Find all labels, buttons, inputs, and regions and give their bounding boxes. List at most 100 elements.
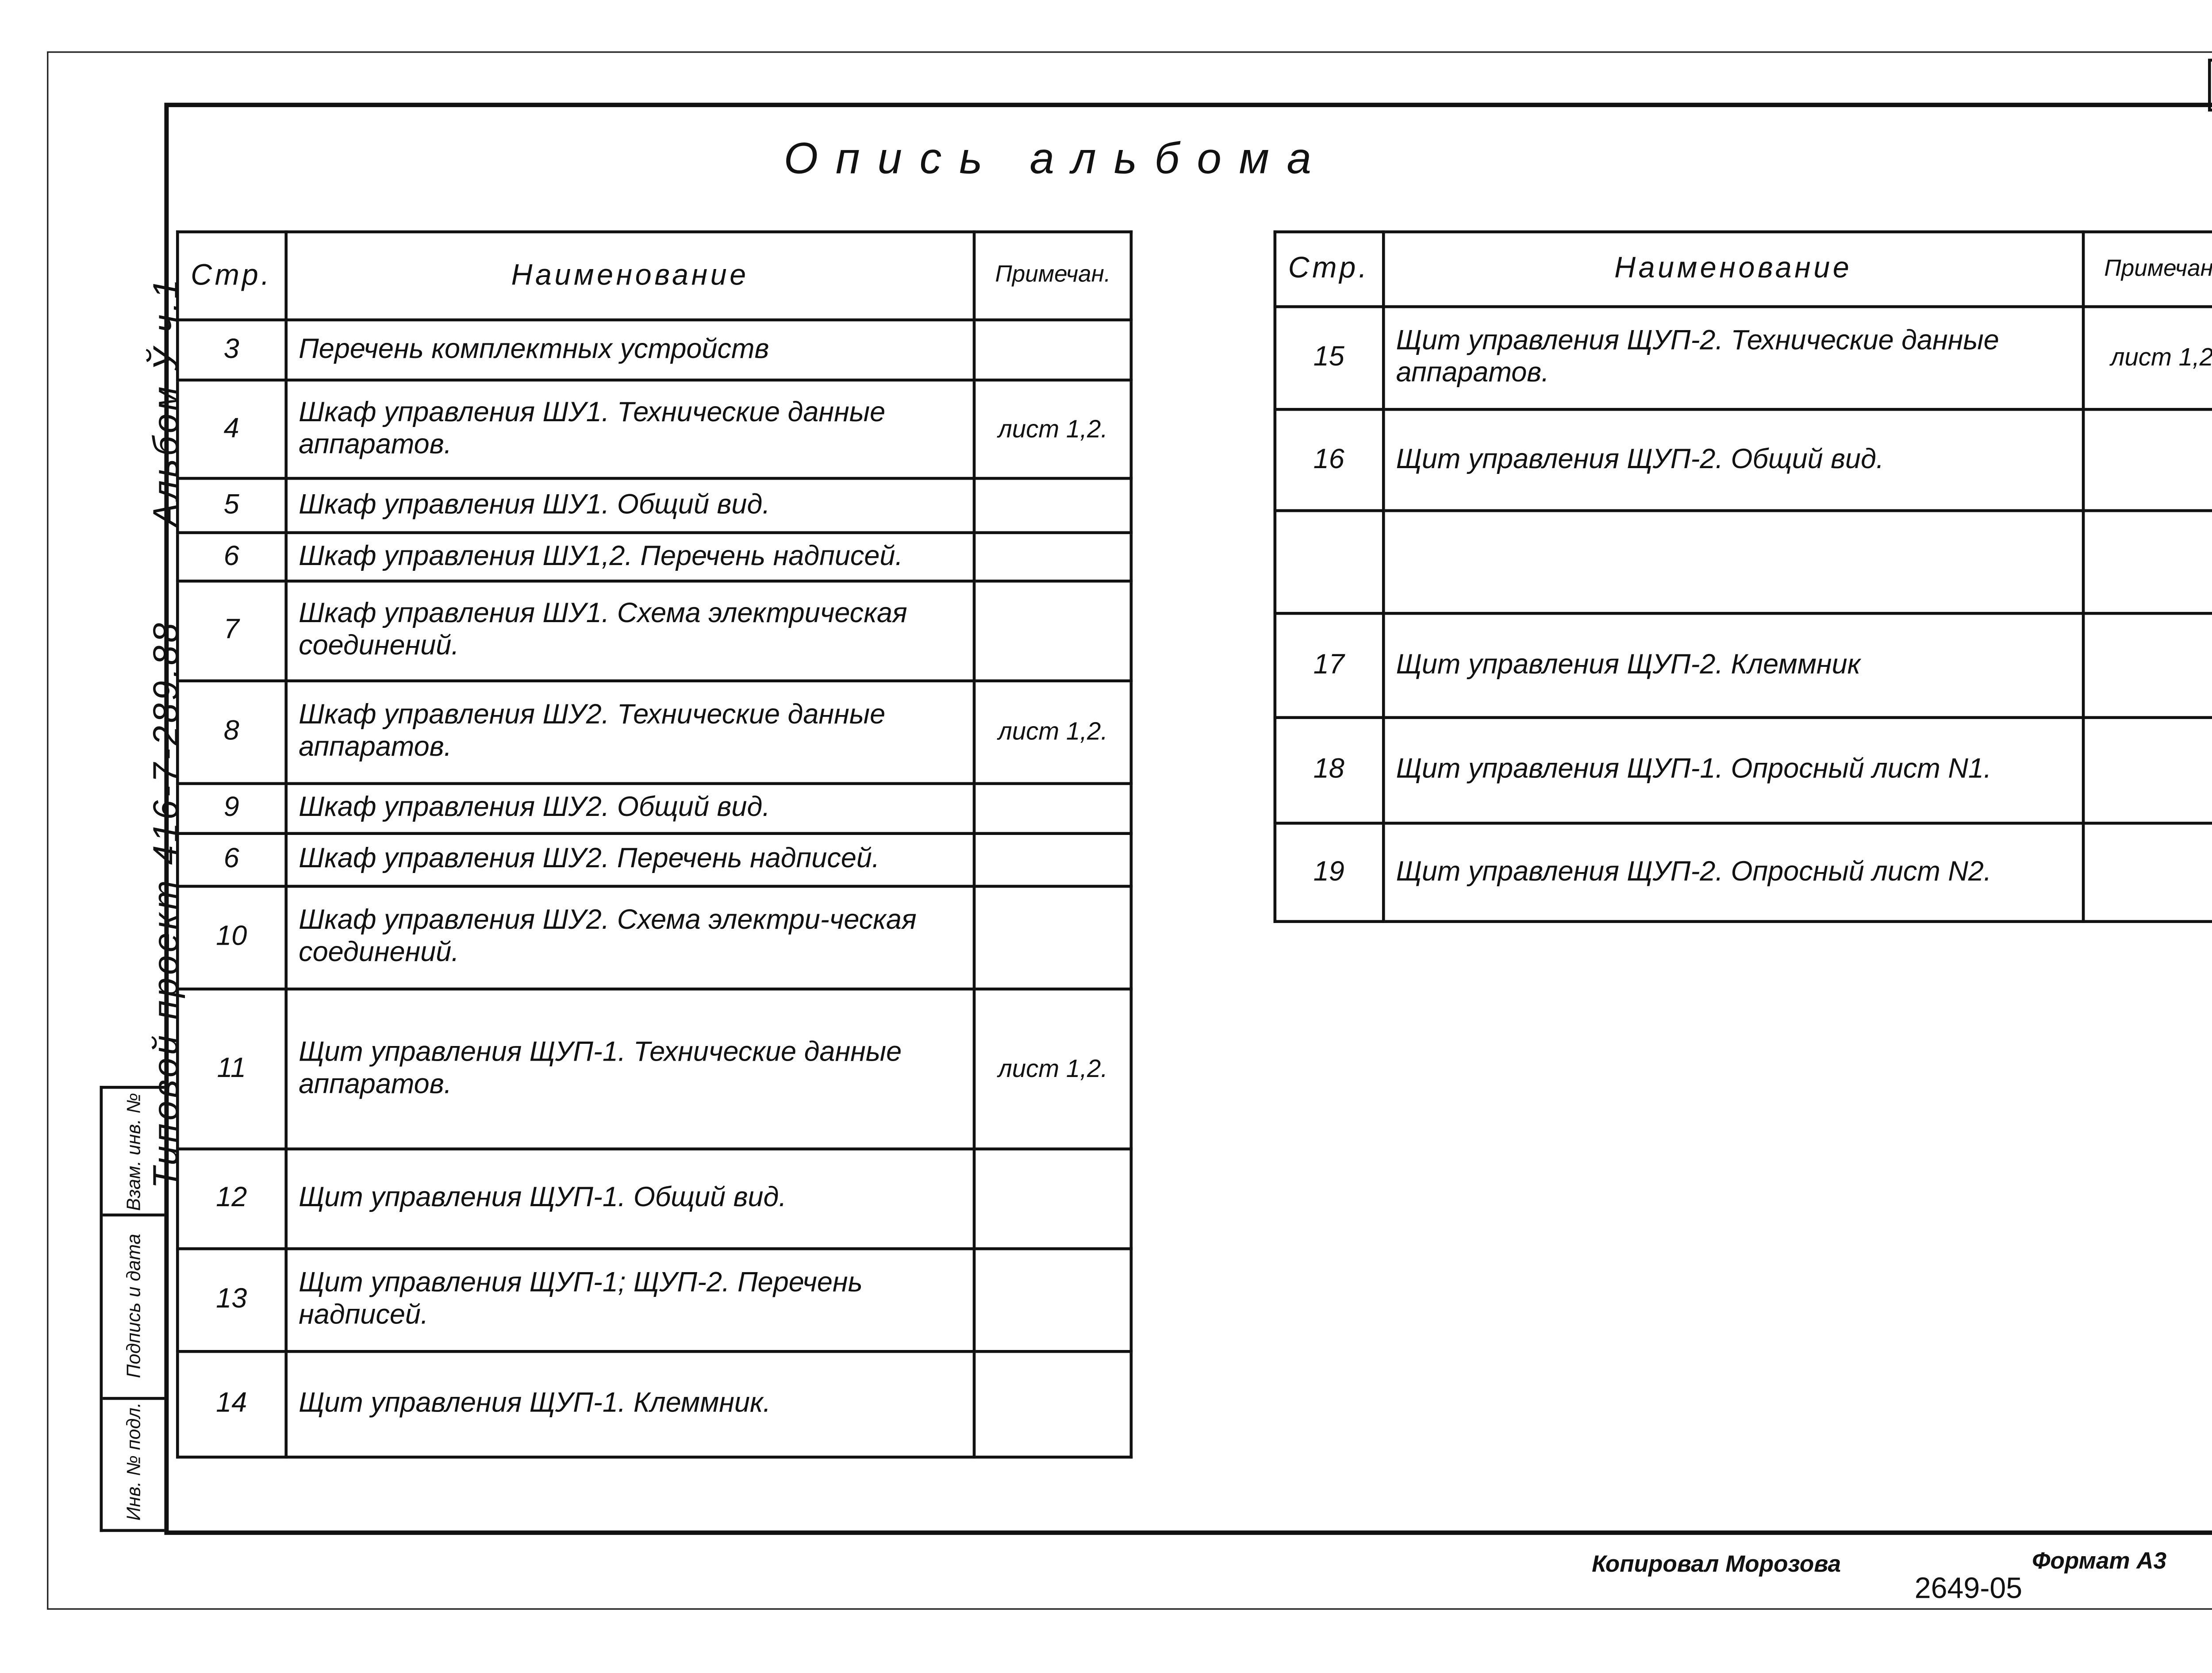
cell-note: лист 1,2 [2082, 305, 2212, 411]
stamp-cell: Подпись и дата [103, 1214, 165, 1400]
table-row: 7 Шкаф управления ШУ1. Схема электрическа… [176, 579, 1133, 683]
table-row: 13 Щит управления ЩУП-1; ЩУП-2. Перечень … [176, 1247, 1133, 1353]
sheet-format: Формат А3 [2032, 1550, 2167, 1575]
table-row: 6 Шкаф управления ШУ1,2. Перечень надписе… [176, 531, 1133, 583]
cell-page: 8 [176, 679, 287, 785]
table-row: 3 Перечень комплектных устройств [176, 318, 1133, 382]
cell-note: лист 1,2. [973, 679, 1133, 785]
cell-name: Шкаф управления ШУ2. Схема электри-ческа… [284, 885, 976, 991]
cell-name: Шкаф управления ШУ2. Общий вид. [284, 782, 976, 835]
left-contents-table: Стр. Наименование Примечан. 3 Перечень компл… [176, 230, 1133, 1459]
cell-note [2082, 716, 2212, 825]
table-row: 15 Щит управления ЩУП-2. Технические данн… [1273, 305, 2212, 411]
cell-name: Шкаф управления ШУ1. Схема электрическая… [284, 579, 976, 683]
cell-page: 12 [176, 1147, 287, 1250]
cell-name: Щит управления ЩУП-1. Технические данные… [284, 987, 976, 1150]
cell-page: 3 [176, 318, 287, 382]
table-row: 9 Шкаф управления ШУ2. Общий вид. [176, 782, 1133, 835]
stamp-cell: Инв. № подл. [103, 1397, 164, 1526]
table-row: 10 Шкаф управления ШУ2. Схема электри-чес… [176, 885, 1133, 991]
cell-note [973, 832, 1133, 888]
cell-name: Щит управления ЩУП-2. Общий вид. [1381, 408, 2085, 512]
cell-page: 5 [176, 477, 287, 535]
cell-page: 15 [1273, 305, 1385, 411]
cell-note [973, 885, 1133, 991]
table-row: 14 Щит управления ЩУП-1. Клеммник. [176, 1350, 1133, 1459]
column-header-page: Стр. [1273, 230, 1385, 308]
cell-page: 11 [176, 987, 287, 1150]
cell-page: 10 [176, 885, 287, 991]
cell-name: Перечень комплектных устройств [284, 318, 976, 382]
cell-note [973, 579, 1133, 683]
stamp-label: Подпись и дата [122, 1233, 145, 1377]
table-row: 4 Шкаф управления ШУ1. Технические данные… [176, 378, 1133, 480]
cell-note [973, 477, 1133, 535]
cell-note [2082, 612, 2212, 719]
page-title: Опись альбома [783, 135, 1329, 184]
copied-by: Копировал Морозова [1592, 1552, 1841, 1578]
cell-name: Щит управления ЩУП-1. Клеммник. [284, 1350, 976, 1459]
cell-note [2082, 408, 2212, 512]
cell-name: Шкаф управления ШУ2. Технические данные … [284, 679, 976, 785]
cell-page: 9 [176, 782, 287, 835]
cell-name: Шкаф управления ШУ1. Технические данные … [284, 378, 976, 480]
outer-frame [47, 51, 2212, 1610]
cell-name: Шкаф управления ШУ1,2. Перечень надписей… [284, 531, 976, 583]
cell-page: 7 [176, 579, 287, 683]
cell-page: 6 [176, 832, 287, 888]
table-row: 8 Шкаф управления ШУ2. Технические данные… [176, 679, 1133, 785]
table-row: 16 Щит управления ЩУП-2. Общий вид. [1273, 408, 2212, 512]
table-row: 11 Щит управления ЩУП-1. Технические данн… [176, 987, 1133, 1150]
cell-page: 17 [1273, 612, 1385, 719]
cell-page: 19 [1273, 822, 1385, 923]
right-contents-table: Стр. Наименование Примечан. 15 Щит управлени… [1273, 230, 2212, 923]
column-header-name: Наименование [1381, 230, 2085, 308]
cell-name: Шкаф управления ШУ1. Общий вид. [284, 477, 976, 535]
header-row: Стр. Наименование Примечан. [176, 230, 1133, 322]
table-row: 19 Щит управления ЩУП-2. Опросный лист N2… [1273, 822, 2212, 923]
cell-page: 16 [1273, 408, 1385, 512]
table-row: 5 Шкаф управления ШУ1. Общий вид. [176, 477, 1133, 535]
cell-note [2082, 822, 2212, 923]
table-row [1273, 509, 2212, 615]
cell-note [973, 531, 1133, 583]
column-header-note: Примечан. [973, 230, 1133, 322]
cell-note [973, 318, 1133, 382]
cell-note [973, 1147, 1133, 1250]
column-header-page: Стр. [176, 230, 287, 322]
stamp-cell: Взам. инв. № [103, 1089, 165, 1217]
cell-name: Щит управления ЩУП-1. Общий вид. [284, 1147, 976, 1250]
table-row: 18 Щит управления ЩУП-1. Опросный лист N1… [1273, 716, 2212, 825]
cell-page: 6 [176, 531, 287, 583]
cell-name [1381, 509, 2085, 615]
cell-note [2082, 509, 2212, 615]
table-row: 6 Шкаф управления ШУ2. Перечень надписей. [176, 832, 1133, 888]
cell-page: 4 [176, 378, 287, 480]
cell-note [973, 782, 1133, 835]
page-number: 2 [2208, 58, 2212, 112]
cell-note: лист 1,2. [973, 987, 1133, 1150]
cell-page: 18 [1273, 716, 1385, 825]
cell-page: 14 [176, 1350, 287, 1459]
cell-note [973, 1350, 1133, 1459]
table-row: 12 Щит управления ЩУП-1. Общий вид. [176, 1147, 1133, 1250]
cell-name: Шкаф управления ШУ2. Перечень надписей. [284, 832, 976, 888]
header-row: Стр. Наименование Примечан. [1273, 230, 2212, 308]
cell-page [1273, 509, 1385, 615]
cell-note [973, 1247, 1133, 1353]
table-row: 17 Щит управления ЩУП-2. Клеммник [1273, 612, 2212, 719]
cell-name: Щит управления ЩУП-2. Опросный лист N2. [1381, 822, 2085, 923]
cell-name: Щит управления ЩУП-1; ЩУП-2. Перечень на… [284, 1247, 976, 1353]
approval-stamp: Взам. инв. № Подпись и дата Инв. № подл. [100, 1086, 165, 1532]
cell-name: Щит управления ЩУП-2. Клеммник [1381, 612, 2085, 719]
document-code: 2649-05 [1914, 1573, 2023, 1606]
column-header-note: Примечан. [2082, 230, 2212, 308]
cell-page: 13 [176, 1247, 287, 1353]
stamp-label: Взам. инв. № [122, 1092, 145, 1210]
inner-frame [164, 103, 2212, 1535]
cell-name: Щит управления ЩУП-1. Опросный лист N1. [1381, 716, 2085, 825]
stamp-label: Инв. № подл. [122, 1402, 145, 1521]
cell-name: Щит управления ЩУП-2. Технические данные… [1381, 305, 2085, 411]
cell-note: лист 1,2. [973, 378, 1133, 480]
